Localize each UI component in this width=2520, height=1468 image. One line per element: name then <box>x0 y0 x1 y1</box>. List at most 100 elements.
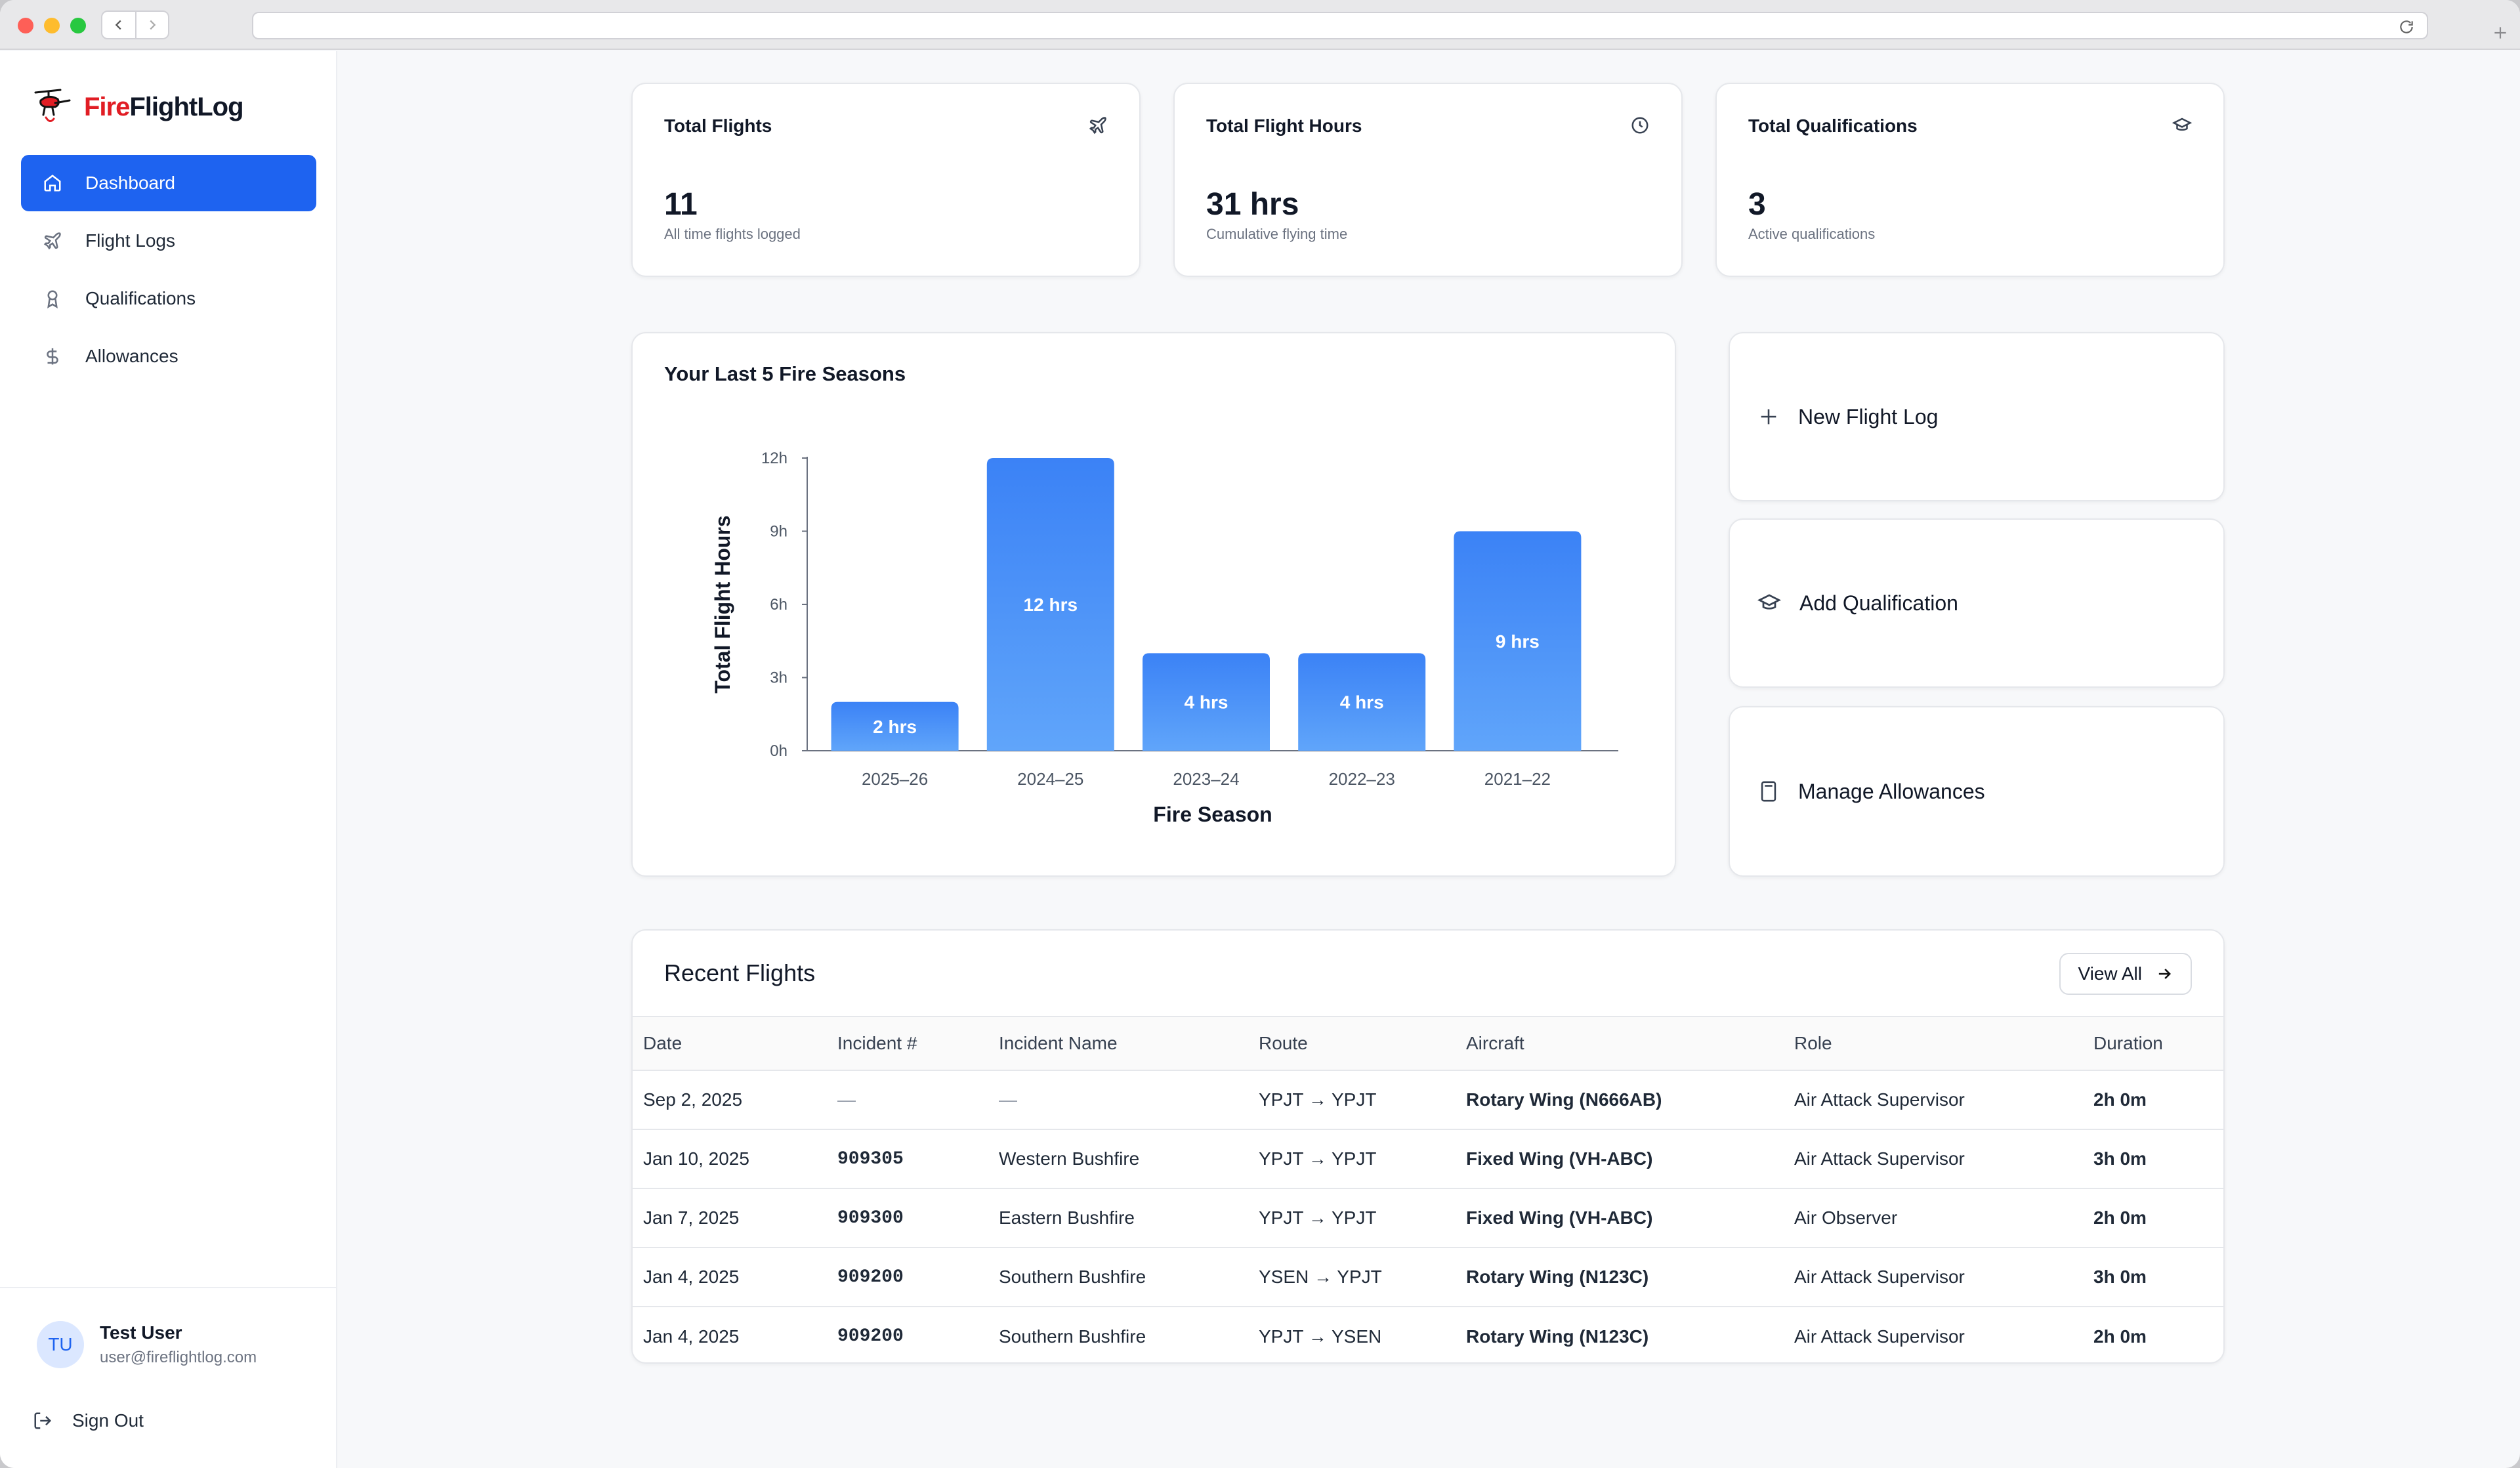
sign-out-button[interactable]: Sign Out <box>33 1410 144 1431</box>
brand-fire-text: Fire <box>84 92 130 121</box>
main-nav: Dashboard Flight Logs Qualifications All… <box>21 155 316 386</box>
recent-flights-title: Recent Flights <box>664 959 816 986</box>
cell-incident-number: 909300 <box>827 1188 988 1248</box>
cell-route: YPJT → YPJT <box>1248 1188 1456 1248</box>
action-label: Add Qualification <box>1799 591 1958 615</box>
sidebar-item-label: Flight Logs <box>85 230 175 251</box>
column-header-incident-number[interactable]: Incident # <box>827 1016 988 1071</box>
table-header-row: Date Incident # Incident Name Route Airc… <box>633 1016 2223 1071</box>
cell-aircraft: Rotary Wing (N123C) <box>1456 1248 1784 1307</box>
cell-incident-number: 909200 <box>827 1248 988 1307</box>
stat-label: Total Qualifications <box>1748 115 1918 136</box>
table-row[interactable]: Jan 10, 2025 909305 Western Bushfire YPJ… <box>633 1129 2223 1189</box>
cell-duration: 2h 0m <box>2083 1070 2223 1130</box>
sidebar: FireFlightLog Dashboard Flight Logs Qual… <box>0 51 337 1468</box>
bar-data-label: 4 hrs <box>1185 692 1228 713</box>
recent-flights-card: Recent Flights View All Date Incident # … <box>631 929 2225 1364</box>
user-email: user@fireflightlog.com <box>100 1349 257 1366</box>
cell-duration: 2h 0m <box>2093 1326 2147 1347</box>
cell-route: YPJT → YPJT <box>1248 1129 1456 1189</box>
back-button[interactable] <box>102 12 135 38</box>
y-axis-title: Total Flight Hours <box>711 515 734 693</box>
table-row[interactable]: Sep 2, 2025 — — YPJT → YPJT Rotary Wing … <box>633 1070 2223 1130</box>
cell-incident-number: — <box>827 1070 988 1130</box>
new-flight-log-button[interactable]: New Flight Log <box>1729 332 2225 501</box>
chart-bar <box>1298 653 1426 751</box>
stat-subtitle: Cumulative flying time <box>1206 226 1348 242</box>
stat-value: 31 hrs <box>1206 187 1299 222</box>
cell-duration: 3h 0m <box>2083 1129 2223 1189</box>
cell-aircraft: Rotary Wing (N666AB) <box>1456 1070 1784 1130</box>
column-header-duration[interactable]: Duration <box>2083 1016 2223 1071</box>
cell-date: Jan 10, 2025 <box>633 1129 827 1189</box>
bar-data-label: 9 hrs <box>1496 631 1540 652</box>
fire-seasons-chart-card: Your Last 5 Fire Seasons 0h 3h 6h 9h 12h 2 hr… <box>631 332 1676 877</box>
bar-data-label: 12 hrs <box>1024 595 1078 615</box>
fire-seasons-bar-chart: 0h 3h 6h 9h 12h 2 hrs 2025–26 12 hrs 2024–25 4 hr… <box>711 450 1618 826</box>
plus-icon <box>1757 406 1780 428</box>
history-nav <box>101 10 169 39</box>
sidebar-item-qualifications[interactable]: Qualifications <box>21 270 316 327</box>
column-header-route[interactable]: Route <box>1248 1016 1456 1071</box>
view-all-button[interactable]: View All <box>2059 953 2192 995</box>
cell-incident-name: Eastern Bushfire <box>988 1188 1248 1248</box>
table-row[interactable]: Jan 4, 2025 909200 Southern Bushfire YSE… <box>633 1248 2223 1307</box>
zoom-window-button[interactable] <box>70 18 86 33</box>
close-window-button[interactable] <box>18 18 33 33</box>
sidebar-item-allowances[interactable]: Allowances <box>21 328 316 385</box>
sidebar-item-dashboard[interactable]: Dashboard <box>21 155 316 211</box>
add-qualification-button[interactable]: Add Qualification <box>1729 518 2225 688</box>
reload-icon[interactable] <box>2398 18 2415 39</box>
forward-button[interactable] <box>135 12 168 38</box>
x-tick-label: 2021–22 <box>1484 769 1551 789</box>
cell-aircraft: Rotary Wing (N123C) <box>1466 1326 1649 1347</box>
y-tick-label: 12h <box>761 450 788 467</box>
plane-icon <box>1088 115 1108 138</box>
action-label: New Flight Log <box>1798 404 1939 429</box>
cell-role: Air Attack Supervisor <box>1784 1248 2083 1307</box>
manage-allowances-button[interactable]: Manage Allowances <box>1729 706 2225 877</box>
brand-flightlog-text: FlightLog <box>129 92 243 121</box>
log-out-icon <box>34 1412 52 1429</box>
cell-incident-number: 909305 <box>827 1129 988 1189</box>
user-panel: TU Test User user@fireflightlog.com Sign… <box>0 1287 336 1468</box>
cell-date: Jan 7, 2025 <box>633 1188 827 1248</box>
address-bar[interactable] <box>252 12 2428 39</box>
x-axis-title: Fire Season <box>1153 803 1272 826</box>
cell-role: Air Observer <box>1784 1188 2083 1248</box>
stat-value: 3 <box>1748 187 1766 222</box>
minimize-window-button[interactable] <box>44 18 60 33</box>
stat-value: 11 <box>664 187 698 222</box>
arrow-right-icon <box>2158 969 2171 979</box>
sign-out-label: Sign Out <box>72 1410 144 1431</box>
sidebar-item-flight-logs[interactable]: Flight Logs <box>21 213 316 269</box>
clock-icon <box>1630 115 1650 138</box>
cell-incident-name: — <box>988 1070 1248 1130</box>
stat-subtitle: Active qualifications <box>1748 226 1876 242</box>
stat-card-total-flight-hours: Total Flight Hours 31 hrs Cumulative fly… <box>1173 83 1683 277</box>
bar-data-label: 4 hrs <box>1340 692 1384 713</box>
stat-subtitle: All time flights logged <box>664 226 801 242</box>
new-tab-button[interactable] <box>2486 18 2515 47</box>
cell-role: Air Attack Supervisor <box>1784 1070 2083 1130</box>
brand-logo[interactable]: FireFlightLog <box>32 84 244 130</box>
plus-icon <box>2494 27 2506 39</box>
column-header-incident-name[interactable]: Incident Name <box>988 1016 1248 1071</box>
x-tick-label: 2024–25 <box>1017 769 1083 789</box>
plane-icon <box>39 228 66 254</box>
table-row[interactable]: Jan 4, 2025 909200 Southern Bushfire YPJ… <box>633 1307 2223 1362</box>
column-header-aircraft[interactable]: Aircraft <box>1456 1016 1784 1071</box>
column-header-role[interactable]: Role <box>1784 1016 2083 1071</box>
brand-name: FireFlightLog <box>84 92 244 122</box>
browser-titlebar <box>0 0 2520 50</box>
recent-flights-table: Date Incident # Incident Name Route Airc… <box>633 1016 2223 1362</box>
cell-duration: 2h 0m <box>2083 1188 2223 1248</box>
column-header-date[interactable]: Date <box>633 1016 827 1071</box>
stat-card-total-qualifications: Total Qualifications 3 Active qualificat… <box>1715 83 2225 277</box>
sidebar-item-label: Allowances <box>85 346 178 366</box>
bar-data-label: 2 hrs <box>873 717 917 737</box>
table-row[interactable]: Jan 7, 2025 909300 Eastern Bushfire YPJT… <box>633 1188 2223 1248</box>
award-icon <box>39 285 66 312</box>
action-label: Manage Allowances <box>1798 779 1985 803</box>
avatar[interactable]: TU <box>37 1321 84 1368</box>
